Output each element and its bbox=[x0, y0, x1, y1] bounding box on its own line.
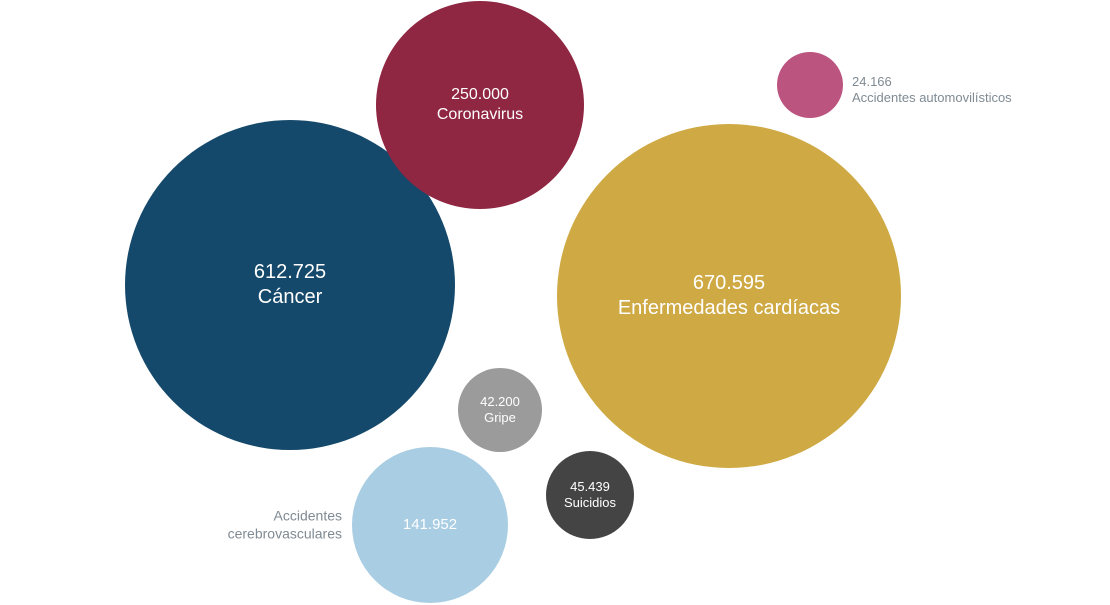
bubble-label: Cáncer bbox=[258, 285, 322, 310]
bubble-chart: 612.725Cáncer 670.595Enfermedades cardíac… bbox=[0, 0, 1110, 605]
bubble-label: Coronavirus bbox=[437, 105, 523, 125]
bubble-flu: 42.200Gripe bbox=[458, 368, 542, 452]
bubble-ext-label: Accidentes cerebrovasculares bbox=[192, 508, 342, 543]
bubble-car bbox=[777, 52, 843, 118]
bubble-ext-value: 24.166 bbox=[852, 74, 1012, 90]
bubble-label: Suicidios bbox=[564, 495, 616, 511]
bubble-label: Enfermedades cardíacas bbox=[618, 296, 840, 321]
bubble-value: 670.595 bbox=[693, 271, 765, 296]
bubble-ext-label-car: 24.166Accidentes automovilísticos bbox=[852, 74, 1012, 107]
bubble-value: 141.952 bbox=[403, 516, 457, 535]
bubble-stroke: 141.952 bbox=[352, 447, 508, 603]
bubble-value: 612.725 bbox=[254, 260, 326, 285]
bubble-value: 45.439 bbox=[570, 479, 610, 495]
bubble-heart: 670.595Enfermedades cardíacas bbox=[557, 124, 901, 468]
bubble-ext-label-stroke: Accidentes cerebrovasculares bbox=[192, 508, 342, 543]
bubble-value: 42.200 bbox=[480, 394, 520, 410]
bubble-label: Gripe bbox=[484, 410, 516, 426]
bubble-coronavirus: 250.000Coronavirus bbox=[376, 1, 584, 209]
bubble-suicides: 45.439Suicidios bbox=[546, 451, 634, 539]
bubble-ext-label: Accidentes automovilísticos bbox=[852, 90, 1012, 106]
bubble-value: 250.000 bbox=[451, 85, 509, 105]
